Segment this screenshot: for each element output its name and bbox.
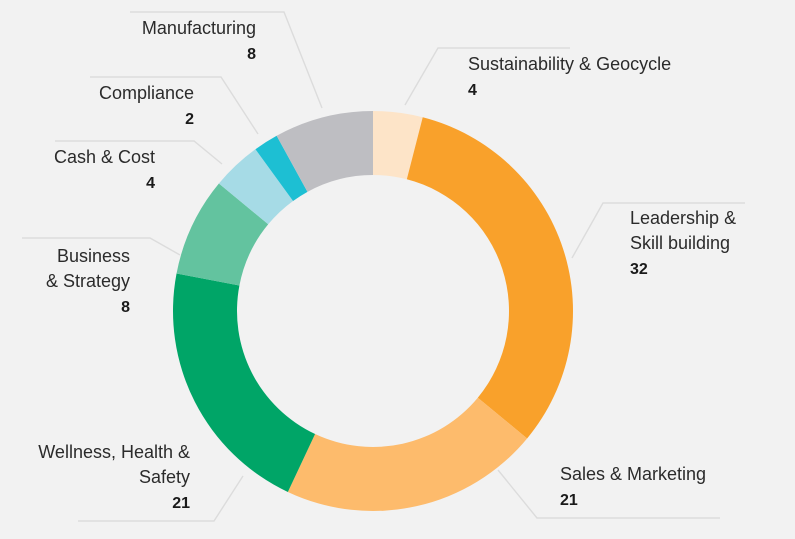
slice-label-name: Safety — [139, 467, 190, 487]
leader-line — [22, 237, 181, 256]
leader-line — [404, 47, 570, 106]
slice-label: Leadership & Skill building 32 — [630, 208, 736, 278]
leader-line — [78, 475, 244, 522]
slice-label-name: Wellness, Health & — [38, 442, 190, 462]
slice-label: Sustainability & Geocycle 4 — [468, 54, 671, 99]
slice-label: Sales & Marketing 21 — [560, 464, 706, 509]
donut-slice — [287, 397, 528, 511]
slice-label-name: Sustainability & Geocycle — [468, 54, 671, 74]
slice-value-label: 21 — [172, 495, 190, 512]
slice-label: Compliance 2 — [99, 83, 194, 128]
slice-label: Wellness, Health & Safety 21 — [38, 442, 190, 512]
leader-line — [90, 76, 259, 135]
leader-line — [55, 140, 223, 165]
leader-lines — [22, 11, 745, 522]
donut-slice — [406, 117, 574, 439]
donut-slice — [373, 111, 423, 180]
slice-label-name: Manufacturing — [142, 18, 256, 38]
donut-slice — [276, 111, 373, 192]
slice-value-label: 8 — [247, 46, 256, 63]
donut-slice — [176, 183, 269, 286]
donut-slice — [218, 149, 294, 225]
slice-label-name: Business — [57, 246, 130, 266]
slice-value-label: 32 — [630, 261, 648, 278]
leader-line — [497, 469, 720, 519]
leader-line — [571, 202, 745, 259]
slice-label: Business & Strategy 8 — [46, 246, 130, 316]
slice-value-label: 8 — [121, 299, 130, 316]
slice-label-name: Skill building — [630, 233, 730, 253]
slice-label-name: Sales & Marketing — [560, 464, 706, 484]
leader-line — [130, 11, 323, 109]
slice-label-name: & Strategy — [46, 271, 130, 291]
slice-value-label: 4 — [146, 175, 155, 192]
slice-value-label: 21 — [560, 492, 578, 509]
slice-label-name: Cash & Cost — [54, 147, 155, 167]
slice-label-name: Leadership & — [630, 208, 736, 228]
slice-labels: Sustainability & Geocycle 4 Leadership & Sk… — [38, 18, 736, 512]
donut-slice — [255, 135, 308, 201]
donut-slice — [173, 273, 316, 492]
slice-value-label: 2 — [185, 111, 194, 128]
slice-label: Cash & Cost 4 — [54, 147, 155, 192]
slice-label: Manufacturing 8 — [142, 18, 256, 63]
slice-label-name: Compliance — [99, 83, 194, 103]
slice-value-label: 4 — [468, 82, 477, 99]
donut-slices — [173, 111, 574, 511]
